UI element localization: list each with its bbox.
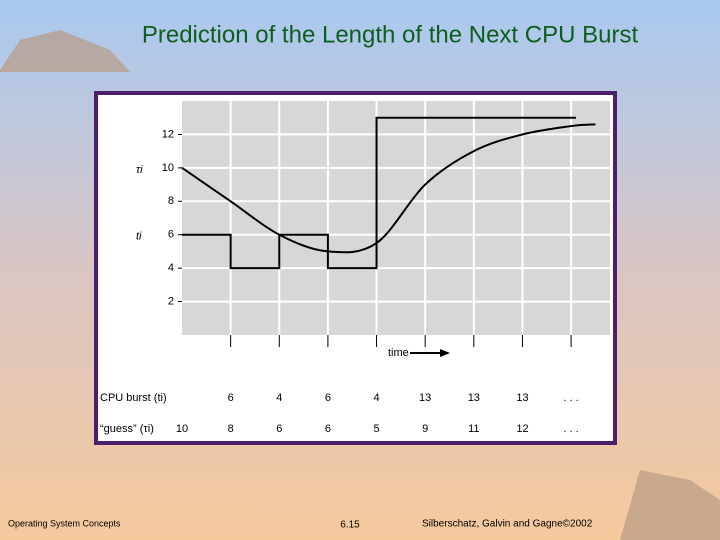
- plot-area: [182, 101, 610, 335]
- table-cell: 13: [516, 392, 528, 404]
- footer-left: Operating System Concepts: [8, 518, 121, 528]
- table-cell: 6: [276, 423, 282, 435]
- table-cell: 4: [373, 392, 379, 404]
- y-tick-label: 12: [162, 128, 174, 140]
- plot: 2 4 6 8 10 12 τi ti: [136, 101, 610, 347]
- table-cell: 12: [516, 423, 528, 435]
- row-label: “guess” (τi): [100, 423, 154, 435]
- slide-title: Prediction of the Length of the Next CPU…: [142, 21, 639, 48]
- arrow-head: [440, 349, 450, 357]
- series-line: [181, 123, 596, 254]
- table-cell: 13: [419, 392, 431, 404]
- footer-center: 6.15: [340, 520, 360, 531]
- table-cell: 8: [228, 423, 234, 435]
- decoration: [620, 470, 720, 540]
- table-cell: 6: [228, 392, 234, 404]
- y-tick-label: 4: [168, 262, 174, 274]
- table-cell: . . .: [563, 423, 578, 435]
- row-label: CPU burst (ti): [100, 392, 167, 404]
- table-cell: 11: [468, 423, 479, 435]
- series-name: ti: [136, 231, 142, 243]
- table-cell: 9: [422, 423, 428, 435]
- y-tick-label: 8: [168, 195, 174, 207]
- table: CPU burst (ti) 6 4 6 4 13 13 13 . . . “guess” (τi…: [100, 392, 579, 435]
- table-cell: 10: [176, 423, 188, 435]
- series-name: τi: [136, 164, 143, 176]
- table-cell: . . .: [563, 392, 578, 404]
- y-tick-label: 2: [168, 295, 174, 307]
- footer-right: Silberschatz, Galvin and Gagne©2002: [422, 519, 593, 530]
- series-line: [182, 116, 576, 270]
- table-cell: 5: [373, 423, 379, 435]
- table-cell: 4: [276, 392, 282, 404]
- decoration: [0, 30, 130, 72]
- y-tick-label: 10: [162, 162, 174, 174]
- y-tick-label: 6: [168, 229, 174, 241]
- table-cell: 6: [325, 392, 331, 404]
- table-cell: 6: [325, 423, 331, 435]
- x-axis-label: time: [388, 347, 409, 359]
- table-cell: 13: [468, 392, 480, 404]
